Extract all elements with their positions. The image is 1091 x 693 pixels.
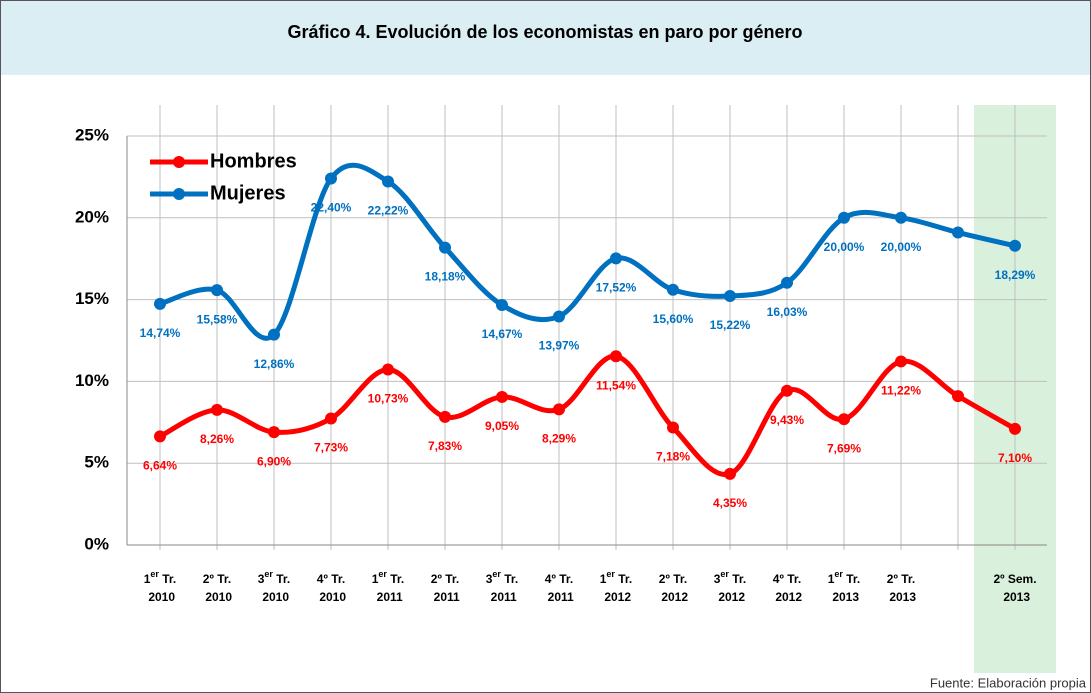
- x-tick-label: 4º Tr. 2011: [544, 572, 574, 604]
- data-label: 7,10%: [998, 451, 1032, 465]
- y-tick-label: 5%: [84, 453, 109, 472]
- y-tick-label: 15%: [75, 289, 109, 308]
- data-label: 8,29%: [542, 432, 576, 446]
- data-label: 7,18%: [656, 450, 690, 464]
- data-label: 8,26%: [200, 432, 234, 446]
- point: [553, 310, 565, 323]
- point: [781, 384, 793, 397]
- x-tick-label: 1er Tr. 2012: [600, 569, 633, 604]
- data-label: 14,67%: [482, 327, 523, 341]
- header: [1, 1, 1090, 75]
- point: [382, 175, 394, 188]
- data-label: 22,40%: [311, 201, 352, 215]
- point: [667, 421, 679, 434]
- data-label: 6,64%: [143, 459, 177, 473]
- data-label: 14,74%: [140, 326, 181, 340]
- x-tick-label: 2º Tr. 2012: [658, 572, 688, 604]
- point: [610, 350, 622, 363]
- point: [382, 363, 394, 376]
- point: [1009, 422, 1021, 435]
- point: [667, 283, 679, 296]
- point: [211, 403, 223, 416]
- data-label: 11,54%: [596, 378, 636, 392]
- y-tick-label: 25%: [75, 125, 109, 144]
- legend-marker: [173, 188, 185, 200]
- point: [724, 467, 736, 480]
- data-label: 6,90%: [257, 454, 291, 468]
- data-label: 16,03%: [767, 305, 808, 319]
- data-label: 15,22%: [710, 318, 751, 332]
- data-label: 12,86%: [254, 357, 295, 371]
- point: [439, 410, 451, 423]
- point: [496, 390, 508, 403]
- point: [952, 390, 964, 403]
- point: [838, 413, 850, 426]
- point: [211, 284, 223, 297]
- point: [439, 241, 451, 254]
- data-label: 13,97%: [539, 339, 580, 353]
- data-label: 7,69%: [827, 441, 861, 455]
- legend-label: Hombres: [210, 150, 297, 172]
- data-label: 20,00%: [881, 240, 922, 254]
- x-tick-label: 2º Sem. 2013: [993, 572, 1036, 604]
- source: Fuente: Elaboración propia: [930, 675, 1087, 690]
- point: [325, 172, 337, 185]
- point: [724, 290, 736, 303]
- data-label: 15,58%: [197, 312, 238, 326]
- data-label: 7,83%: [428, 439, 462, 453]
- chart-title: Gráfico 4. Evolución de los economistas …: [287, 22, 802, 42]
- point: [781, 276, 793, 289]
- y-tick-label: 20%: [75, 207, 109, 226]
- point: [268, 426, 280, 439]
- x-tick-label: 1er Tr. 2011: [372, 569, 405, 604]
- data-label: 22,22%: [368, 204, 409, 218]
- x-tick-label: 2º Tr. 2013: [886, 572, 916, 604]
- point: [154, 430, 166, 443]
- point: [610, 252, 622, 265]
- point: [895, 355, 907, 368]
- point: [325, 412, 337, 425]
- x-tick-label: 1er Tr. 2010: [144, 569, 177, 604]
- series-line: [158, 353, 1017, 478]
- point: [952, 226, 964, 239]
- data-label: 9,43%: [770, 413, 804, 427]
- x-tick-label: 2º Tr. 2011: [430, 572, 460, 604]
- data-label: 15,60%: [653, 312, 694, 326]
- data-label: 4,35%: [713, 496, 747, 510]
- x-tick-label: 3er Tr. 2012: [714, 569, 747, 604]
- data-label: 17,52%: [596, 281, 637, 295]
- x-tick-label: 4º Tr. 2012: [772, 572, 802, 604]
- point: [895, 211, 907, 224]
- data-label: 7,73%: [314, 441, 348, 455]
- x-tick-label: 3er Tr. 2010: [258, 569, 291, 604]
- point: [1009, 239, 1021, 252]
- data-label: 18,29%: [995, 268, 1036, 282]
- data-label: 20,00%: [824, 240, 865, 254]
- point: [154, 297, 166, 310]
- legend-label: Mujeres: [210, 182, 286, 204]
- data-label: 9,05%: [485, 419, 519, 433]
- x-tick-label: 2º Tr. 2010: [202, 572, 232, 604]
- data-label: 11,22%: [881, 384, 921, 398]
- data-label: 10,73%: [368, 392, 409, 406]
- point: [838, 211, 850, 224]
- data-label: 18,18%: [425, 270, 466, 284]
- point: [496, 298, 508, 311]
- y-tick-label: 0%: [84, 534, 109, 553]
- x-tick-label: 3er Tr. 2011: [486, 569, 519, 604]
- y-tick-label: 10%: [75, 371, 109, 390]
- x-tick-label: 1er Tr. 2013: [828, 569, 861, 604]
- legend-marker: [173, 156, 185, 168]
- point: [268, 328, 280, 341]
- x-tick-label: 4º Tr. 2010: [316, 572, 346, 604]
- point: [553, 403, 565, 416]
